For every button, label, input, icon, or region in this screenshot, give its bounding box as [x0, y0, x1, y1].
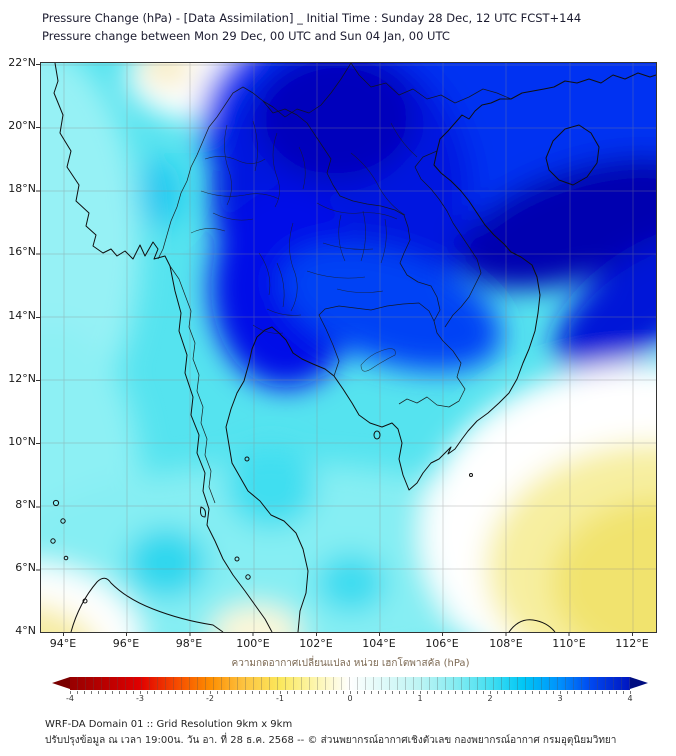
- colorbar-tick-neg4: -4: [66, 694, 74, 703]
- colorbar-tick-4: 4: [627, 694, 633, 703]
- country-border-paths: [157, 63, 512, 504]
- pressure-field-blobs: [41, 63, 656, 632]
- lat-label-6n: 6°N: [15, 561, 36, 574]
- colorbar-tick-0: 0: [347, 694, 353, 703]
- map-plot-area: [40, 62, 657, 633]
- lat-label-18n: 18°N: [8, 182, 36, 195]
- lon-label-96e: 96°E: [112, 637, 140, 650]
- lon-label-106e: 106°E: [425, 637, 459, 650]
- lon-label-112e: 112°E: [615, 637, 649, 650]
- lon-label-104e: 104°E: [362, 637, 396, 650]
- colorbar-tick-1: 1: [417, 694, 423, 703]
- lon-label-94e: 94°E: [49, 637, 77, 650]
- lat-label-22n: 22°N: [8, 56, 36, 69]
- lat-label-20n: 20°N: [8, 119, 36, 132]
- lon-label-108e: 108°E: [489, 637, 523, 650]
- lat-label-8n: 8°N: [15, 498, 36, 511]
- colorbar-label: ความกดอากาศเปลี่ยนแปลง หน่วย เฮกโตพาสคัล…: [231, 658, 470, 669]
- lon-label-102e: 102°E: [299, 637, 333, 650]
- colorbar-tick-neg1: -1: [276, 694, 284, 703]
- footer-domain-info: WRF-DA Domain 01 :: Grid Resolution 9km …: [45, 719, 293, 730]
- longitude-axis-ticks: [63, 632, 633, 636]
- colorbar-tick-2: 2: [487, 694, 493, 703]
- pressure-change-map: [41, 63, 656, 632]
- lat-label-4n: 4°N: [15, 624, 36, 637]
- page-subtitle: Pressure change between Mon 29 Dec, 00 U…: [42, 29, 450, 43]
- lat-label-16n: 16°N: [8, 245, 36, 258]
- page-title: Pressure Change (hPa) - [Data Assimilati…: [42, 11, 582, 25]
- latitude-axis-ticks: [36, 64, 40, 632]
- coastline-paths: [50, 63, 656, 632]
- lat-label-12n: 12°N: [8, 372, 36, 385]
- province-boundary-paths: [190, 120, 418, 372]
- colorbar-minor-ticks: [70, 691, 631, 694]
- colorbar-tick-3: 3: [557, 694, 563, 703]
- lon-label-100e: 100°E: [236, 637, 270, 650]
- colorbar-tick-neg2: -2: [206, 694, 214, 703]
- colorbar-tick-neg3: -3: [136, 694, 144, 703]
- lon-label-98e: 98°E: [175, 637, 203, 650]
- lat-label-14n: 14°N: [8, 309, 36, 322]
- colorbar-gradient: [70, 677, 630, 690]
- colorbar-right-arrow: [630, 677, 648, 689]
- lon-label-110e: 110°E: [552, 637, 586, 650]
- lat-label-10n: 10°N: [8, 435, 36, 448]
- footer-update-info: ปรับปรุงข้อมูล ณ เวลา 19:00น. วัน อา. ที…: [45, 735, 617, 746]
- colorbar-left-arrow: [52, 677, 70, 689]
- graticule-gridlines: [41, 63, 656, 632]
